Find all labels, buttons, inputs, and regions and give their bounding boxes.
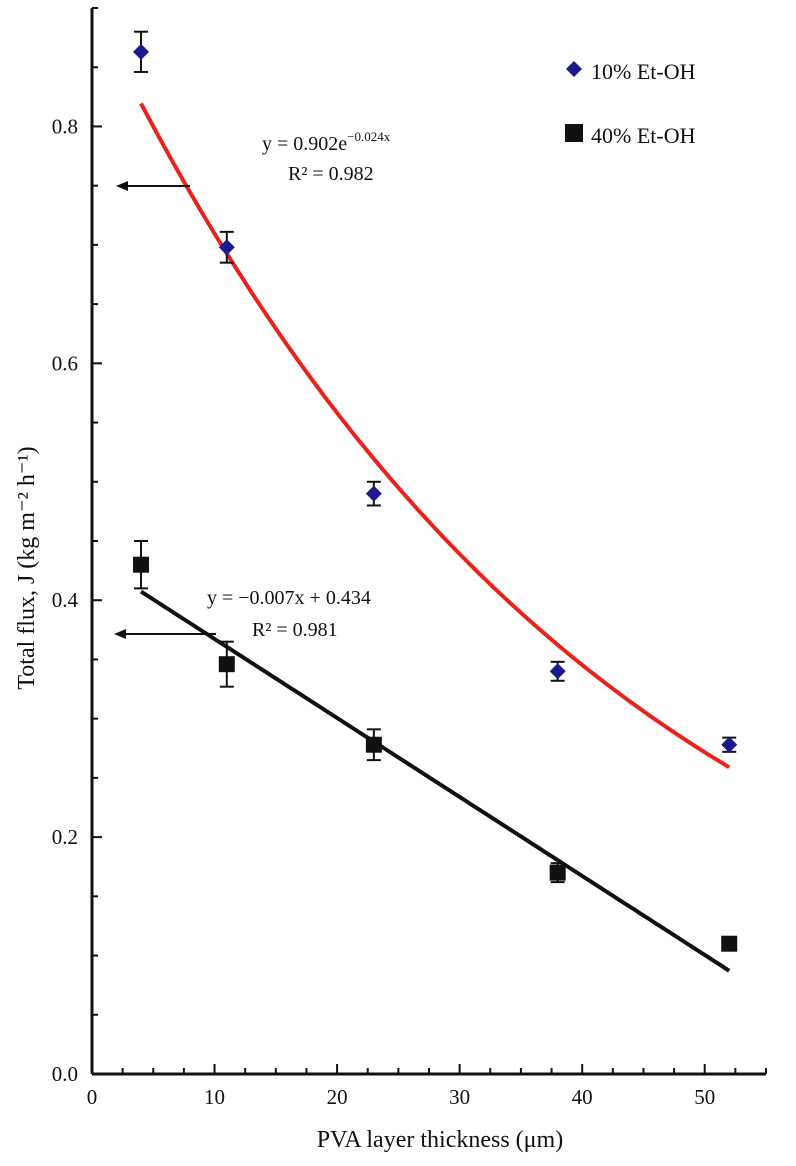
exp-equation-exponent: −0.024x [347, 129, 391, 144]
x-tick-label: 0 [87, 1085, 98, 1109]
legend: 10% Et-OH 40% Et-OH [565, 59, 696, 148]
exp-r2: R² = 0.982 [288, 163, 374, 185]
x-tick-label: 30 [449, 1085, 470, 1109]
lin-r2: R² = 0.981 [252, 619, 338, 641]
fit-annotation-linear: y = −0.007x + 0.434 R² = 0.981 [114, 587, 371, 641]
data-point-10-etoh [549, 663, 566, 680]
lin-equation: y = −0.007x + 0.434 [207, 587, 371, 609]
data-point-40-etoh [133, 556, 150, 573]
x-axis-title: PVA layer thickness (μm) [317, 1127, 563, 1153]
y-tick-label: 0.8 [52, 114, 78, 138]
legend-label-40-etoh: 40% Et-OH [591, 123, 696, 148]
fit-curves [139, 102, 731, 973]
data-point-10-etoh [721, 736, 738, 753]
data-point-40-etoh [218, 656, 235, 673]
y-tick-label: 0.6 [52, 351, 78, 375]
fit-annotation-exponential: y = 0.902e−0.024x R² = 0.982 [116, 129, 391, 191]
data-point-10-etoh [218, 239, 235, 256]
legend-marker-40-etoh [565, 124, 583, 142]
y-tick-label: 0.0 [52, 1062, 78, 1086]
x-tick-label: 10 [204, 1085, 225, 1109]
x-tick-label: 50 [694, 1085, 715, 1109]
y-tick-label: 0.2 [52, 825, 78, 849]
x-tick-label: 20 [327, 1085, 348, 1109]
y-ticks: 0.0 0.2 0.4 0.6 0.8 [52, 7, 102, 1086]
data-point-10-etoh [133, 43, 150, 60]
axes: 0.0 0.2 0.4 0.6 0.8 0 10 20 30 40 50 [52, 7, 767, 1109]
data-point-40-etoh [549, 864, 566, 881]
x-tick-label: 40 [572, 1085, 593, 1109]
data-point-40-etoh [365, 736, 382, 753]
legend-label-10-etoh: 10% Et-OH [591, 59, 696, 84]
y-tick-label: 0.4 [52, 588, 79, 612]
data-point-10-etoh [365, 485, 382, 502]
data-point-40-etoh [721, 935, 738, 952]
exponential-fit-curve [139, 102, 731, 770]
legend-marker-10-etoh [566, 61, 582, 77]
exp-equation-base: y = 0.902e [262, 133, 347, 155]
x-ticks: 0 10 20 30 40 50 [87, 1064, 767, 1109]
y-axis-title: Total flux, J (kg m⁻² h⁻¹) [14, 446, 40, 689]
exp-equation: y = 0.902e−0.024x [262, 129, 391, 155]
arrow-left-icon [114, 629, 216, 639]
data-markers [133, 43, 738, 952]
arrow-left-icon [116, 181, 190, 191]
linear-fit-line [139, 589, 731, 973]
